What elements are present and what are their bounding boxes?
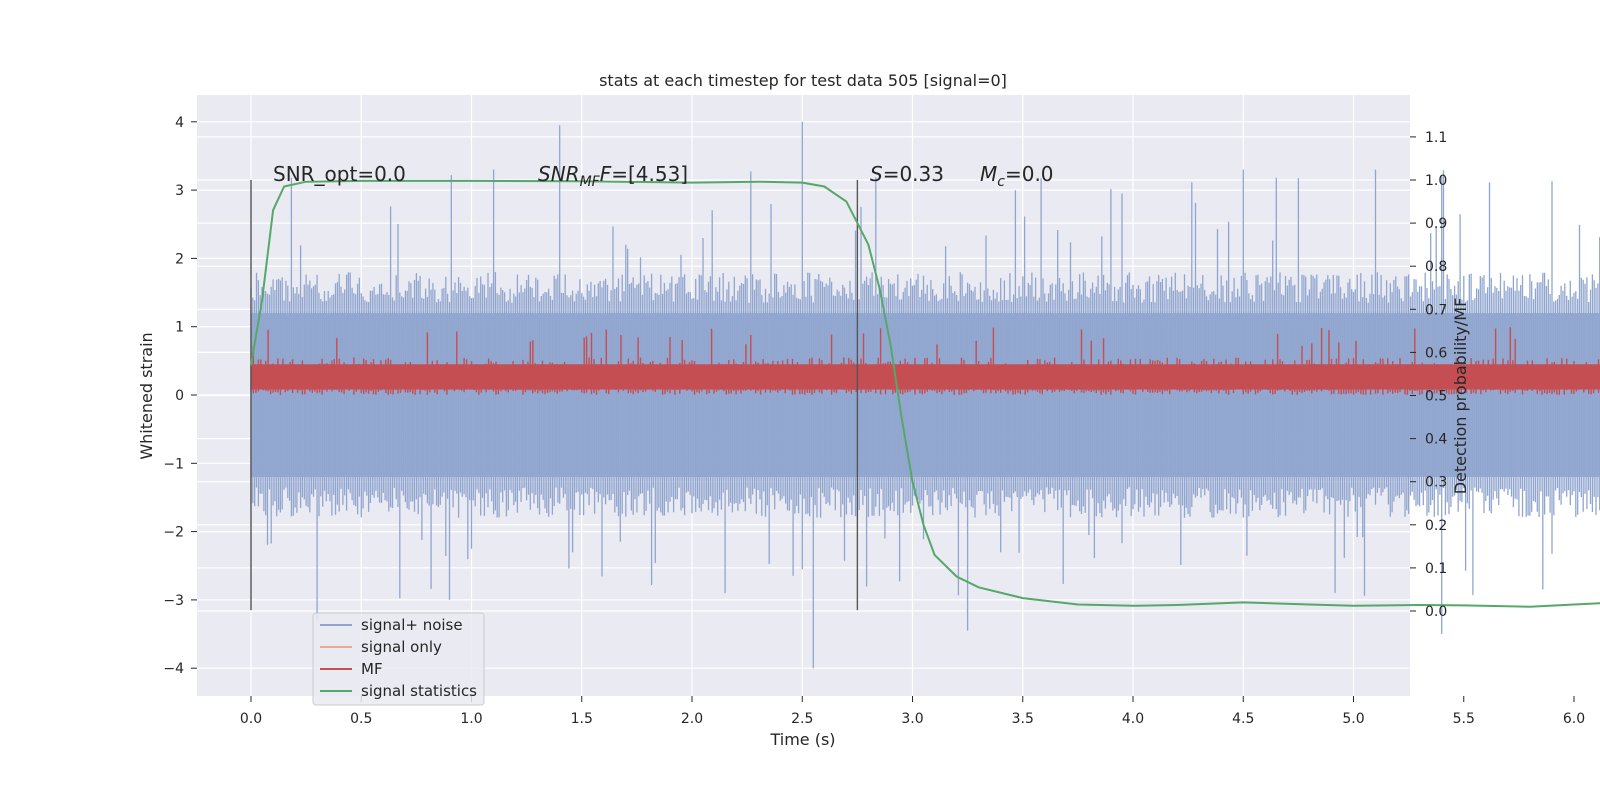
y-right-tick-label-10: 0.1 — [1425, 561, 1447, 577]
y-right-tick-label-11: 0.0 — [1425, 604, 1447, 620]
legend-label-mf: MF — [361, 660, 383, 678]
x-tick-label-4: 2.0 — [681, 711, 703, 727]
legend-box — [312, 612, 485, 706]
legend-label-signal-noise: signal+ noise — [361, 616, 463, 634]
x-tick-label-8: 4.0 — [1122, 711, 1144, 727]
legend-label-signal-statistics: signal statistics — [361, 682, 477, 700]
annotation-snr-mf: SNRMFF=[4.53] — [538, 162, 688, 190]
y-left-tick-label-1: 3 — [175, 183, 184, 199]
y-right-axis-label: Detection probability/MF — [1451, 298, 1470, 495]
y-right-tick-label-9: 0.2 — [1425, 518, 1447, 534]
y-right-tick-label-5: 0.6 — [1425, 345, 1447, 361]
x-tick-label-7: 3.5 — [1012, 711, 1034, 727]
series-signal-statistics — [250, 179, 1600, 608]
y-left-tick-label-0: 4 — [175, 115, 184, 131]
y-right-tick-label-7: 0.4 — [1425, 432, 1447, 448]
y-left-tick-label-7: −3 — [163, 593, 184, 609]
y-left-axis-ticks: 4 3 2 1 0 −1 −2 −3 −4 — [163, 115, 197, 677]
legend: signal+ noise signal only MF signal stat… — [312, 612, 485, 706]
y-right-tick-label-8: 0.3 — [1425, 475, 1447, 491]
y-left-tick-label-4: 0 — [175, 388, 184, 404]
y-right-tick-label-6: 0.5 — [1425, 389, 1447, 405]
y-right-tick-label-0: 1.1 — [1425, 130, 1447, 146]
x-tick-label-2: 1.0 — [460, 711, 482, 727]
y-right-tick-label-3: 0.8 — [1425, 259, 1447, 275]
y-right-axis-ticks: 1.1 1.0 0.9 0.8 0.7 0.6 0.5 0.4 0.3 0.2 0.1 0.0 — [1410, 130, 1447, 620]
y-left-tick-label-5: −1 — [163, 456, 184, 472]
x-axis-ticks: 0.00.51.01.52.02.53.03.54.04.55.05.56.06… — [240, 696, 1585, 727]
chart-title: stats at each timestep for test data 505… — [599, 71, 1007, 90]
x-tick-label-6: 3.0 — [901, 711, 923, 727]
x-tick-label-10: 5.0 — [1342, 711, 1364, 727]
series-signal-noise — [250, 121, 1600, 669]
x-tick-label-12: 6.0 — [1563, 711, 1585, 727]
y-left-tick-label-6: −2 — [163, 525, 184, 541]
annotation-snr-opt: SNR_opt=0.0 — [273, 162, 406, 186]
series-mf — [250, 327, 1600, 395]
vertical-markers — [250, 179, 859, 611]
y-left-axis-label: Whitened strain — [137, 332, 156, 459]
x-tick-label-0: 0.0 — [240, 711, 262, 727]
y-right-tick-label-4: 0.7 — [1425, 302, 1447, 318]
annotation-s: S=0.33 — [870, 162, 944, 186]
x-tick-label-5: 2.5 — [791, 711, 813, 727]
x-tick-label-9: 4.5 — [1232, 711, 1254, 727]
x-tick-label-3: 1.5 — [571, 711, 593, 727]
y-left-tick-label-2: 2 — [175, 251, 184, 267]
x-axis-label: Time (s) — [769, 730, 835, 749]
y-left-tick-label-8: −4 — [163, 661, 184, 677]
y-right-tick-label-2: 0.9 — [1425, 216, 1447, 232]
y-right-tick-label-1: 1.0 — [1425, 173, 1447, 189]
x-tick-label-11: 5.5 — [1453, 711, 1475, 727]
legend-label-signal-only: signal only — [361, 638, 442, 656]
y-left-tick-label-3: 1 — [175, 320, 184, 336]
annotation-mc: Mc=0.0 — [980, 162, 1054, 190]
series-line-signal-statistics — [250, 179, 1600, 608]
x-tick-label-1: 0.5 — [350, 711, 372, 727]
